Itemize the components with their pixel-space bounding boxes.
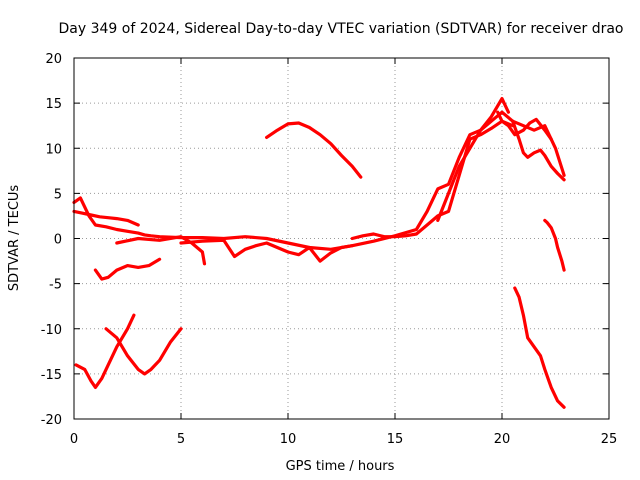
axis-ticks: 0 5 10 15 20 25 -20 -15 -10 -5 0 5 10 15 20	[41, 52, 618, 447]
series-track-12	[543, 218, 566, 272]
series-track-7	[436, 96, 510, 222]
x-tick-label: 20	[494, 432, 511, 447]
x-tick-label: 15	[387, 432, 404, 447]
series-track-13	[511, 119, 566, 182]
y-tick-label: -5	[49, 278, 62, 293]
data-series	[72, 96, 566, 409]
y-tick-label: 5	[54, 187, 62, 202]
x-tick-label: 25	[601, 432, 618, 447]
series-track-6	[350, 119, 515, 241]
series-track-10	[104, 327, 183, 376]
series-track-9	[74, 313, 136, 389]
y-axis-label: SDTVAR / TECUs	[7, 185, 22, 292]
series-track-8	[265, 121, 363, 179]
x-tick-label: 10	[280, 432, 297, 447]
y-tick-label: 20	[45, 52, 62, 67]
y-tick-label: -15	[41, 368, 62, 383]
series-track-14	[496, 110, 553, 141]
y-tick-label: -10	[41, 323, 62, 338]
y-tick-label: 0	[54, 233, 62, 248]
series-track-1	[72, 110, 566, 251]
y-tick-label: -20	[41, 413, 62, 428]
series-track-2	[72, 209, 140, 227]
x-tick-label: 0	[70, 432, 78, 447]
series-track-11	[513, 286, 566, 409]
x-axis-label: GPS time / hours	[286, 459, 395, 474]
series-track-4	[115, 235, 207, 266]
x-tick-label: 5	[177, 432, 185, 447]
series-track-3	[93, 257, 162, 281]
series-track-5	[179, 238, 354, 263]
y-tick-label: 15	[45, 97, 62, 112]
chart-title: Day 349 of 2024, Sidereal Day-to-day VTE…	[58, 21, 623, 37]
y-tick-label: 10	[45, 142, 62, 157]
